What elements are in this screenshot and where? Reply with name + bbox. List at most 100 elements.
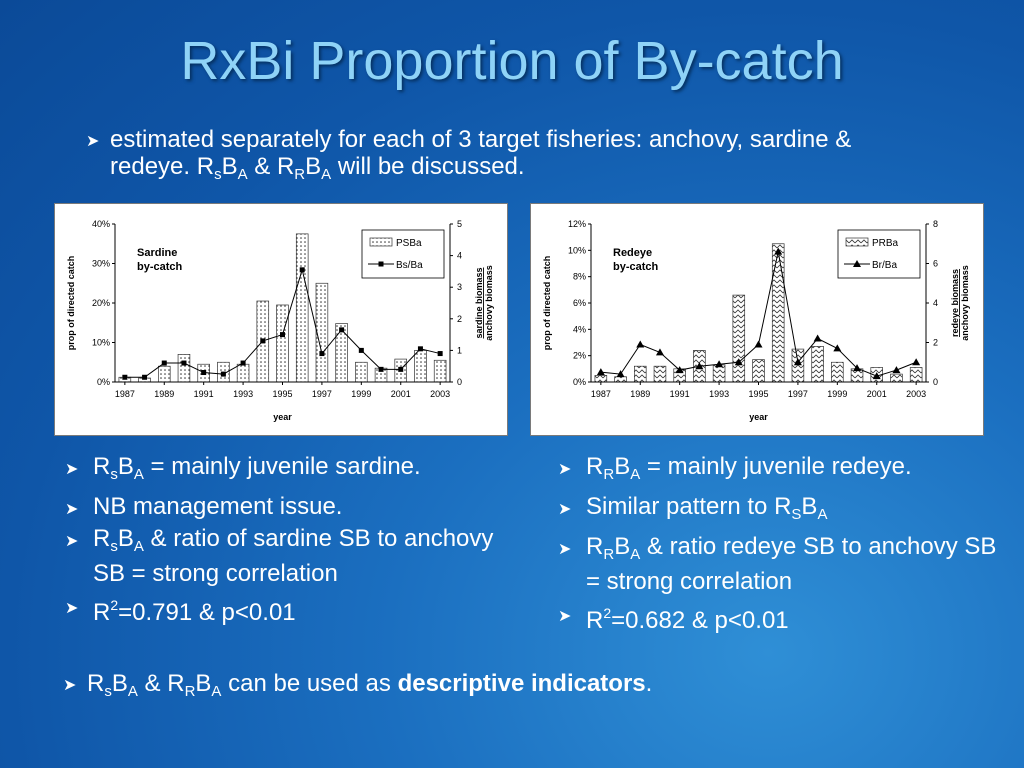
chart-legend-marker bbox=[853, 260, 861, 267]
chart-bar bbox=[414, 350, 427, 383]
chart-x-tick-label: 2003 bbox=[430, 389, 450, 399]
chart-x-tick-label: 1991 bbox=[194, 389, 214, 399]
chart-point bbox=[220, 371, 226, 377]
bullet-text: Similar pattern to R bbox=[586, 493, 792, 520]
chart-x-tick-label: 1997 bbox=[312, 389, 332, 399]
chart-x-tick-label: 1993 bbox=[709, 389, 729, 399]
chart-bar bbox=[177, 354, 191, 383]
bullet-text: B bbox=[614, 533, 631, 560]
bullet-sub: R bbox=[603, 546, 615, 563]
chart-x-label: year bbox=[273, 412, 292, 422]
chart-bar bbox=[890, 373, 903, 383]
chart-bar bbox=[712, 364, 726, 383]
chart-x-tick-label: 2001 bbox=[391, 389, 411, 399]
chart-y-tick-label: 20% bbox=[92, 298, 110, 308]
chart-y2-label: sardine biomass bbox=[474, 267, 484, 338]
bullet-arrow-icon: ➤ bbox=[65, 533, 79, 550]
bullet-sup: 2 bbox=[110, 597, 119, 613]
chart-legend-label: PRBa bbox=[872, 238, 899, 249]
chart-annotation: Redeye bbox=[613, 247, 652, 259]
chart-bar bbox=[315, 282, 329, 383]
bullet-arrow-icon: ➤ bbox=[65, 600, 79, 617]
bottom-text: B bbox=[195, 670, 212, 697]
bullet-text: =0.791 & p<0.01 bbox=[118, 599, 296, 626]
bullet-sub: A bbox=[630, 466, 641, 483]
chart-y2-label: redeye biomass bbox=[950, 269, 960, 337]
chart-bar bbox=[811, 346, 824, 383]
chart-point bbox=[636, 340, 645, 348]
left-bullet-1: ➤ RsBA = mainly juvenile sardine. bbox=[65, 453, 523, 488]
redeye-chart-svg: 0% 2% 4% 6% 8% 10% 12% 0 2 4 6 8 1987 1989 1991 1993 199… bbox=[542, 219, 970, 422]
chart-bar bbox=[791, 348, 805, 383]
chart-y-tick-label: 6% bbox=[573, 298, 586, 308]
chart-point bbox=[774, 247, 783, 255]
right-bullet-1: ➤ RRBA = mainly juvenile redeye. bbox=[558, 453, 1006, 488]
chart-bar bbox=[594, 375, 608, 383]
chart-bar bbox=[276, 304, 289, 383]
chart-point bbox=[201, 370, 207, 376]
chart-y2-tick-label: 4 bbox=[457, 251, 462, 261]
chart-y2-tick-label: 0 bbox=[457, 377, 462, 387]
left-bullet-4: ➤ R2=0.791 & p<0.01 bbox=[65, 592, 523, 626]
bottom-sub: R bbox=[184, 683, 196, 700]
chart-y2-tick-label: 8 bbox=[933, 219, 938, 229]
bottom-sub: s bbox=[104, 683, 112, 700]
intro-text: will be discussed. bbox=[331, 153, 525, 180]
chart-point bbox=[240, 360, 246, 366]
bullet-text: R bbox=[93, 525, 111, 552]
chart-point bbox=[260, 338, 266, 344]
chart-legend-label: Br/Ba bbox=[872, 260, 897, 271]
chart-point bbox=[319, 351, 325, 357]
bullet-text: R bbox=[586, 607, 604, 634]
chart-bar bbox=[614, 376, 627, 383]
chart-y-tick-label: 0% bbox=[573, 377, 586, 387]
bullet-sub: A bbox=[133, 538, 144, 555]
chart-y-tick-label: 0% bbox=[97, 377, 110, 387]
chart-point bbox=[122, 374, 128, 380]
chart-point bbox=[398, 366, 404, 372]
bullet-arrow-icon: ➤ bbox=[65, 461, 79, 478]
chart-y2-tick-label: 0 bbox=[933, 377, 938, 387]
chart-point bbox=[161, 360, 167, 366]
bottom-bold-text: descriptive indicators bbox=[397, 670, 646, 697]
bullet-text: NB management issue. bbox=[93, 493, 343, 520]
bottom-text: & R bbox=[137, 670, 185, 697]
chart-y-tick-label: 40% bbox=[92, 219, 110, 229]
chart-bar bbox=[771, 243, 785, 383]
chart-y-label: prop of directed catch bbox=[66, 256, 76, 351]
chart-annotation: by-catch bbox=[613, 261, 659, 273]
left-bullet-2: ➤ NB management issue. bbox=[65, 493, 523, 520]
bullet-arrow-icon: ➤ bbox=[558, 461, 572, 478]
chart-bar bbox=[433, 359, 447, 383]
bullet-text: B bbox=[614, 453, 631, 480]
chart-x-tick-label: 1991 bbox=[670, 389, 690, 399]
chart-y-tick-label: 2% bbox=[573, 351, 586, 361]
chart-y-tick-label: 10% bbox=[92, 338, 110, 348]
intro-sub: R bbox=[294, 166, 306, 183]
chart-point bbox=[358, 347, 364, 353]
bottom-bullet: ➤ RsBA & RRBA can be used as descriptive… bbox=[63, 670, 887, 705]
chart-x-tick-label: 1989 bbox=[154, 389, 174, 399]
chart-bar bbox=[653, 365, 667, 383]
chart-x-label: year bbox=[749, 412, 768, 422]
chart-x-tick-label: 1993 bbox=[233, 389, 253, 399]
chart-y2-tick-label: 2 bbox=[457, 314, 462, 324]
bullet-sub: s bbox=[110, 466, 118, 483]
chart-bar bbox=[295, 233, 309, 383]
bullet-sup: 2 bbox=[603, 605, 612, 621]
right-bullet-2: ➤ Similar pattern to RSBA bbox=[558, 493, 1006, 528]
chart-point bbox=[299, 267, 305, 273]
sardine-chart-svg: 0% 10% 20% 30% 40% 0 1 2 3 4 5 1987 1989 1991 1993 1995… bbox=[66, 219, 494, 422]
chart-point bbox=[912, 358, 921, 366]
bullet-arrow-icon: ➤ bbox=[558, 501, 572, 518]
chart-y2-tick-label: 4 bbox=[933, 298, 938, 308]
chart-y2-tick-label: 3 bbox=[457, 282, 462, 292]
right-bullet-3: ➤ RRBA & ratio redeye SB to anchovy SB =… bbox=[558, 533, 1006, 595]
chart-point bbox=[280, 332, 285, 338]
bottom-sub: A bbox=[211, 683, 222, 700]
slide-title: RxBi Proportion of By-catch bbox=[180, 31, 844, 91]
intro-text: & R bbox=[247, 153, 295, 180]
intro-bullet: ➤ estimated separately for each of 3 tar… bbox=[86, 126, 930, 188]
chart-y2-tick-label: 6 bbox=[933, 259, 938, 269]
chart-point bbox=[417, 346, 423, 352]
